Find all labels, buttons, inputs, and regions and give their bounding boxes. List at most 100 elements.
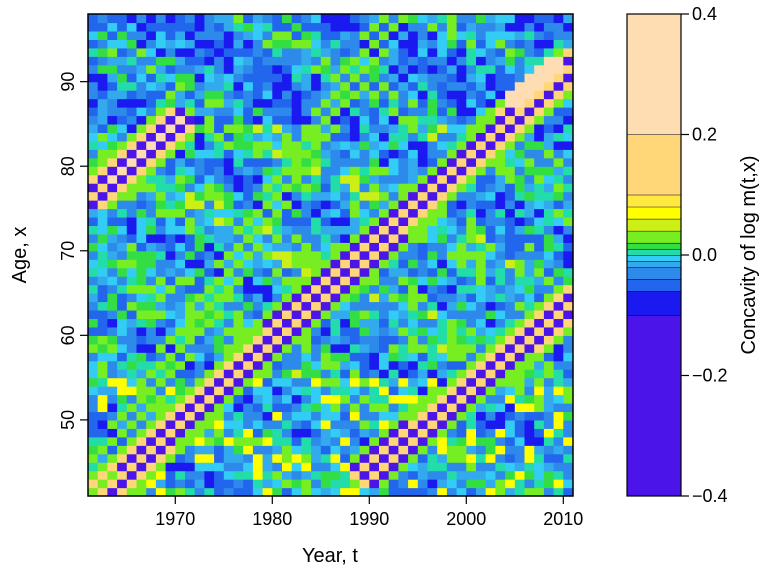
heatmap-cell	[534, 386, 545, 396]
heatmap-cell	[408, 284, 419, 294]
heatmap-cell	[262, 115, 273, 125]
heatmap-cell	[272, 98, 283, 108]
heatmap-cell	[155, 453, 167, 463]
heatmap-cell	[311, 123, 322, 133]
heatmap-cell	[476, 81, 487, 91]
heatmap-cell	[476, 394, 487, 404]
heatmap-cell	[349, 479, 361, 489]
heatmap-cell	[379, 208, 390, 218]
heatmap-cell	[272, 293, 283, 303]
heatmap-cell	[214, 47, 225, 57]
heatmap-cell	[534, 394, 545, 404]
heatmap-cell	[107, 276, 118, 286]
heatmap-cell	[369, 428, 380, 438]
heatmap-cell	[330, 343, 341, 353]
heatmap-cell	[437, 14, 448, 24]
heatmap-cell	[165, 326, 176, 336]
heatmap-cell	[359, 107, 370, 117]
heatmap-cell	[117, 267, 128, 277]
heatmap-cell	[252, 73, 264, 83]
heatmap-cell	[117, 369, 128, 379]
heatmap-cell	[136, 343, 147, 353]
heatmap-cell	[291, 56, 302, 66]
heatmap-cell	[88, 445, 99, 455]
heatmap-cell	[165, 73, 176, 83]
heatmap-cell	[417, 14, 429, 24]
heatmap-cell	[505, 30, 516, 40]
heatmap-cell	[311, 419, 322, 429]
heatmap-cell	[495, 216, 506, 227]
heatmap-cell	[359, 14, 370, 24]
heatmap-cell	[485, 90, 496, 100]
heatmap-cell	[214, 157, 225, 167]
heatmap-cell	[514, 301, 526, 311]
heatmap-cell	[252, 445, 264, 455]
heatmap-cell	[311, 191, 322, 201]
heatmap-cell	[408, 233, 419, 243]
heatmap-cell	[485, 191, 496, 201]
heatmap-cell	[282, 183, 293, 193]
heatmap-cell	[476, 267, 487, 277]
heatmap-cell	[388, 39, 399, 49]
heatmap-cell	[146, 394, 157, 404]
heatmap-cell	[543, 123, 555, 133]
heatmap-cell	[214, 394, 225, 404]
heatmap-cell	[369, 123, 380, 133]
heatmap-cell	[320, 453, 332, 463]
heatmap-cell	[165, 64, 176, 74]
heatmap-cell	[194, 335, 205, 345]
heatmap-cell	[194, 47, 205, 57]
heatmap-cell	[320, 157, 332, 167]
heatmap-cell	[514, 233, 526, 243]
heatmap-cell	[388, 453, 399, 463]
heatmap-cell	[505, 343, 516, 353]
heatmap-cell	[485, 402, 496, 413]
heatmap-cell	[359, 81, 370, 91]
heatmap-cell	[301, 470, 312, 480]
heatmap-cell	[301, 47, 312, 57]
heatmap-cell	[408, 267, 419, 277]
heatmap-cell	[282, 318, 293, 328]
heatmap-cell	[107, 419, 118, 429]
heatmap-cell	[466, 428, 477, 438]
heatmap-cell	[485, 309, 496, 320]
heatmap-cell	[369, 183, 380, 193]
heatmap-cell	[437, 233, 448, 243]
heatmap-cell	[311, 140, 322, 150]
heatmap-cell	[272, 107, 283, 117]
heatmap-cell	[282, 445, 293, 455]
heatmap-cell	[252, 216, 264, 227]
heatmap-cell	[408, 225, 419, 235]
heatmap-cell	[398, 343, 409, 353]
heatmap-cell	[88, 183, 99, 193]
heatmap-cell	[194, 56, 205, 66]
heatmap-cell	[272, 453, 283, 463]
heatmap-cell	[165, 22, 176, 32]
heatmap-cell	[476, 14, 487, 24]
heatmap-cell	[223, 22, 235, 32]
heatmap-cell	[204, 343, 215, 353]
heatmap-cell	[408, 73, 419, 83]
heatmap-cell	[136, 259, 147, 269]
heatmap-cell	[398, 250, 409, 260]
heatmap-cell	[97, 208, 108, 218]
heatmap-cell	[388, 470, 399, 480]
heatmap-cell	[534, 166, 545, 176]
heatmap-cell	[243, 14, 254, 24]
heatmap-cell	[563, 157, 573, 167]
heatmap-cell	[495, 428, 506, 438]
heatmap-cell	[223, 200, 235, 210]
heatmap-cell	[514, 90, 526, 100]
heatmap-cell	[446, 276, 458, 286]
heatmap-cell	[534, 242, 545, 252]
heatmap-cell	[466, 183, 477, 193]
heatmap-cell	[553, 98, 564, 108]
heatmap-cell	[553, 47, 564, 57]
heatmap-cell	[563, 309, 573, 320]
heatmap-cell	[446, 98, 458, 108]
heatmap-cell	[214, 174, 225, 184]
heatmap-cell	[194, 360, 205, 370]
heatmap-cell	[524, 402, 535, 413]
heatmap-cell	[369, 462, 380, 472]
heatmap-cell	[543, 462, 555, 472]
